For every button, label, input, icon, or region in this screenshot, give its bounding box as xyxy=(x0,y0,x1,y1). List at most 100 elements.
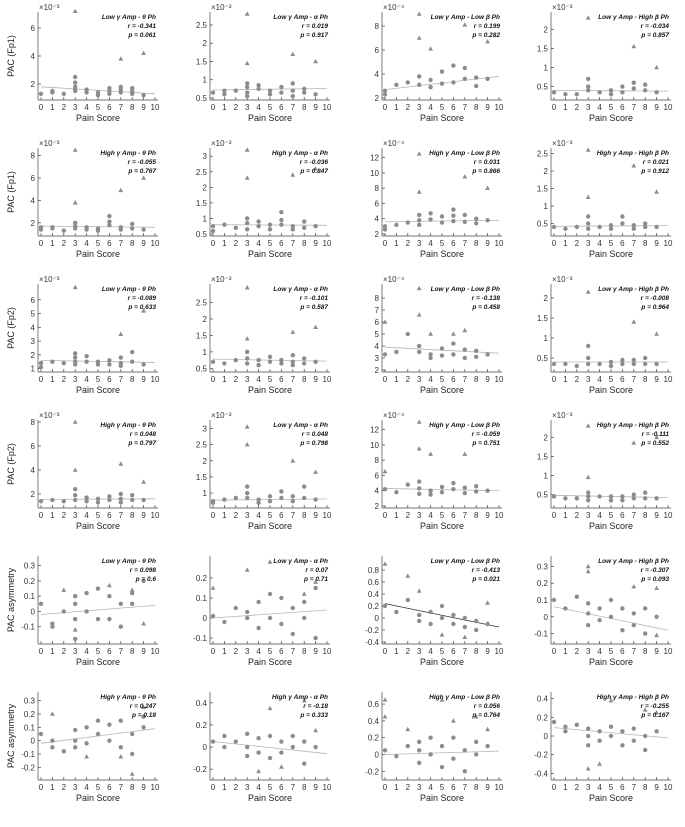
y-tick-label: 2 xyxy=(203,183,208,192)
x-tick-label: 7 xyxy=(119,783,124,792)
data-point-triangle xyxy=(485,600,490,605)
data-point-triangle xyxy=(597,761,602,766)
data-point-circle xyxy=(38,499,44,504)
x-tick-label: 9 xyxy=(313,511,318,520)
data-point-triangle xyxy=(244,424,250,429)
x-tick-label: 0 xyxy=(211,239,216,248)
data-point-circle xyxy=(428,352,433,357)
data-point-circle xyxy=(130,349,135,355)
data-point-triangle xyxy=(244,285,250,290)
r-value: r = -0.089 xyxy=(128,295,157,302)
x-tick-label: 8 xyxy=(302,511,307,520)
data-point-circle xyxy=(256,83,261,88)
y-tick-label: 10 xyxy=(370,441,379,450)
data-point-circle xyxy=(118,624,124,629)
data-point-triangle xyxy=(585,563,591,569)
data-point-triangle xyxy=(631,319,637,324)
x-tick-label: 5 xyxy=(268,103,273,112)
x-tick-label: 7 xyxy=(119,511,124,520)
x-tick-label: 3 xyxy=(417,511,422,520)
data-point-circle xyxy=(620,494,625,499)
x-tick-label: 7 xyxy=(291,375,296,384)
x-tick-label: 8 xyxy=(302,647,307,656)
data-point-circle xyxy=(586,601,591,606)
x-tick-label: 4 xyxy=(84,239,89,248)
x-tick-label: 7 xyxy=(119,647,124,656)
axis-exponent-label: ×10⁻³ xyxy=(552,139,573,148)
data-point-circle xyxy=(620,743,625,748)
y-tick-label: 1.5 xyxy=(196,473,208,482)
data-point-circle xyxy=(84,590,89,596)
data-point-triangle xyxy=(50,711,55,716)
data-point-circle xyxy=(267,88,273,93)
data-point-circle xyxy=(73,487,78,492)
x-tick-label: 2 xyxy=(62,103,67,112)
x-tick-label: 2 xyxy=(62,511,67,520)
x-tick-label: 10 xyxy=(323,783,332,792)
y-tick-label: -0.4 xyxy=(534,769,548,778)
r-value: r = -0.036 xyxy=(300,159,329,166)
x-tick-label: 7 xyxy=(291,239,296,248)
x-tick-label: 10 xyxy=(664,375,673,384)
data-point-circle xyxy=(73,80,78,85)
y-tick-label: 0.1 xyxy=(24,723,36,732)
regression-line xyxy=(40,604,156,615)
data-point-circle xyxy=(73,226,78,231)
r-value: r = 0.199 xyxy=(474,23,501,30)
x-tick-label: 4 xyxy=(597,103,602,112)
data-point-circle xyxy=(50,225,55,230)
x-tick-label: 9 xyxy=(313,375,318,384)
x-tick-label: 7 xyxy=(463,511,468,520)
x-tick-label: 8 xyxy=(130,647,135,656)
data-point-circle xyxy=(256,500,261,505)
x-tick-label: 1 xyxy=(394,239,399,248)
data-point-circle xyxy=(267,222,273,227)
p-value: p = 0.333 xyxy=(299,712,328,719)
data-point-circle xyxy=(382,603,388,609)
data-point-circle xyxy=(38,365,44,370)
data-point-circle xyxy=(222,92,227,97)
data-point-circle xyxy=(73,355,78,360)
data-point-circle xyxy=(597,224,602,230)
p-value: p = 0.021 xyxy=(471,576,500,583)
x-tick-label: 3 xyxy=(417,375,422,384)
data-point-circle xyxy=(620,214,625,219)
data-point-circle xyxy=(451,480,456,486)
x-tick-label: 4 xyxy=(84,375,89,384)
x-tick-label: 1 xyxy=(222,239,227,248)
x-tick-label: 10 xyxy=(151,783,160,792)
x-tick-label: 0 xyxy=(552,647,557,656)
x-tick-label: 4 xyxy=(428,239,433,248)
data-point-circle xyxy=(462,219,467,224)
r-value: r = -0.055 xyxy=(128,159,157,166)
x-tick-label: 10 xyxy=(151,375,160,384)
x-tick-label: 4 xyxy=(84,511,89,520)
data-point-circle xyxy=(245,81,250,86)
data-point-circle xyxy=(439,603,445,609)
data-point-triangle xyxy=(290,51,296,56)
x-tick-label: 7 xyxy=(291,511,296,520)
x-tick-label: 6 xyxy=(279,375,284,384)
y-tick-label: 0.1 xyxy=(24,592,36,601)
x-tick-label: 5 xyxy=(268,647,273,656)
data-point-triangle xyxy=(416,312,422,317)
r-value: r = -0.138 xyxy=(472,295,501,302)
axis-exponent-label: ×10⁻³ xyxy=(39,275,60,284)
y-tick-label: 6 xyxy=(31,174,36,183)
data-point-triangle xyxy=(416,151,422,156)
y-tick-label: 4 xyxy=(31,466,36,475)
p-value: p = 0.18 xyxy=(131,712,156,719)
data-point-triangle xyxy=(129,587,135,592)
y-tick-label: 0.4 xyxy=(196,699,208,708)
data-point-circle xyxy=(118,84,124,90)
x-tick-label: 9 xyxy=(654,511,659,520)
x-tick-label: 5 xyxy=(440,647,445,656)
x-tick-label: 3 xyxy=(245,511,250,520)
data-point-circle xyxy=(608,359,614,365)
data-point-circle xyxy=(574,722,579,727)
x-tick-label: 9 xyxy=(313,647,318,656)
data-point-circle xyxy=(608,498,614,503)
data-point-circle xyxy=(474,483,479,489)
data-point-circle xyxy=(290,93,295,99)
